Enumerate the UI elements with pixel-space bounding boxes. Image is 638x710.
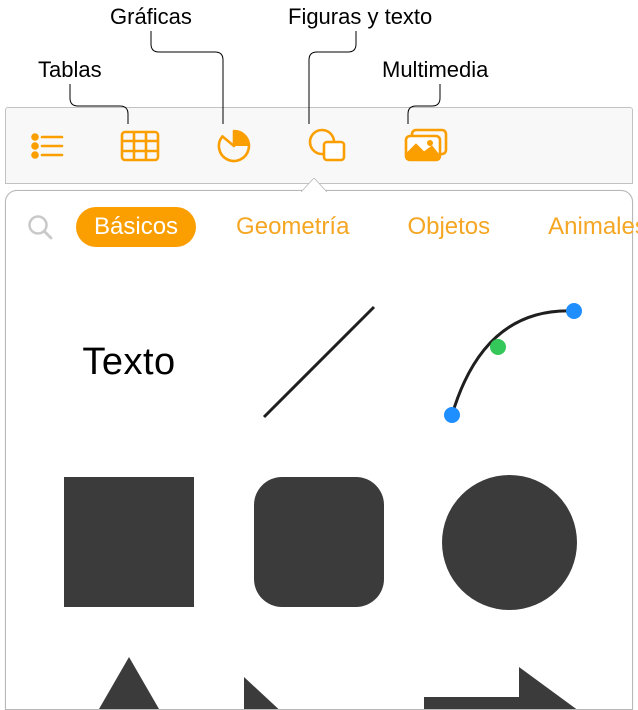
shape-circle[interactable]: [424, 457, 594, 627]
toolbar: [5, 107, 633, 184]
shape-line[interactable]: [234, 277, 404, 447]
callout-tablas: Tablas: [38, 57, 102, 83]
shape-right-triangle[interactable]: [234, 637, 404, 709]
media-button[interactable]: [388, 124, 466, 168]
tab-animales[interactable]: Animales: [530, 207, 638, 247]
shape-round-square[interactable]: [234, 457, 404, 627]
outline-button[interactable]: [14, 129, 80, 163]
tables-button[interactable]: [104, 126, 176, 166]
tab-basicos[interactable]: Básicos: [76, 207, 196, 247]
shape-text[interactable]: Texto: [44, 277, 214, 447]
tab-objetos[interactable]: Objetos: [389, 207, 508, 247]
shapes-popover: Básicos Geometría Objetos Animales Texto: [5, 190, 633, 710]
shapes-grid: Texto: [6, 247, 632, 709]
charts-button[interactable]: [200, 124, 268, 168]
shape-square[interactable]: [44, 457, 214, 627]
callout-figuras: Figuras y texto: [288, 4, 432, 30]
search-icon[interactable]: [26, 213, 54, 241]
shape-category-tabs: Básicos Geometría Objetos Animales: [6, 207, 632, 247]
callout-graficas: Gráficas: [110, 4, 192, 30]
shapes-text-button[interactable]: [292, 124, 364, 168]
callout-multi: Multimedia: [382, 57, 488, 83]
shape-arrow-right[interactable]: [424, 637, 594, 709]
shape-text-label: Texto: [82, 341, 175, 384]
shape-triangle[interactable]: [44, 637, 214, 709]
shape-curve-editable[interactable]: [424, 277, 594, 447]
tab-geometria[interactable]: Geometría: [218, 207, 367, 247]
